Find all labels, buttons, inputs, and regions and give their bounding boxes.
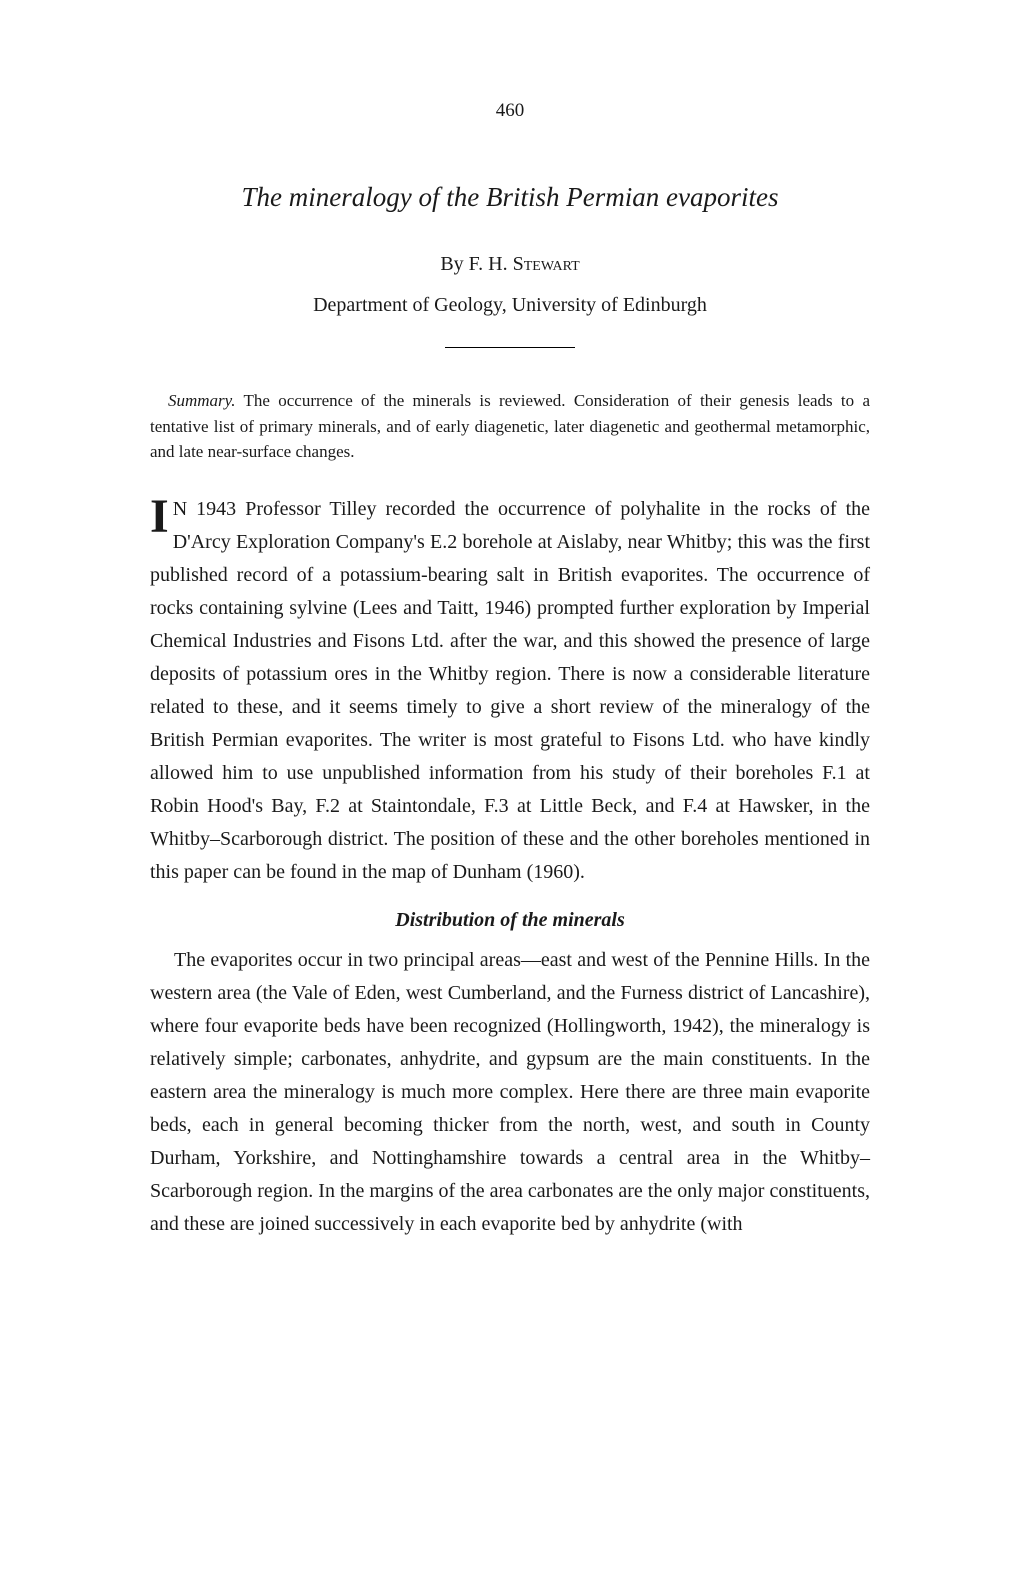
summary-label: Summary. (168, 391, 236, 410)
section-divider (445, 347, 575, 348)
summary-paragraph: Summary. The occurrence of the minerals … (150, 388, 870, 465)
byline: By F. H. Stewart (150, 253, 870, 276)
first-paragraph: IN 1943 Professor Tilley recorded the oc… (150, 493, 870, 889)
affiliation: Department of Geology, University of Edi… (150, 294, 870, 317)
summary-text: The occurrence of the minerals is review… (150, 391, 870, 461)
drop-cap: I (150, 497, 169, 538)
first-paragraph-text: N 1943 Professor Tilley recorded the occ… (150, 498, 870, 883)
second-paragraph: The evaporites occur in two principal ar… (150, 944, 870, 1241)
page-number: 460 (150, 100, 870, 122)
byline-prefix: By (440, 253, 468, 275)
author-name: F. H. Stewart (469, 253, 580, 275)
paper-title: The mineralogy of the British Permian ev… (150, 182, 870, 213)
section-heading: Distribution of the minerals (150, 909, 870, 932)
